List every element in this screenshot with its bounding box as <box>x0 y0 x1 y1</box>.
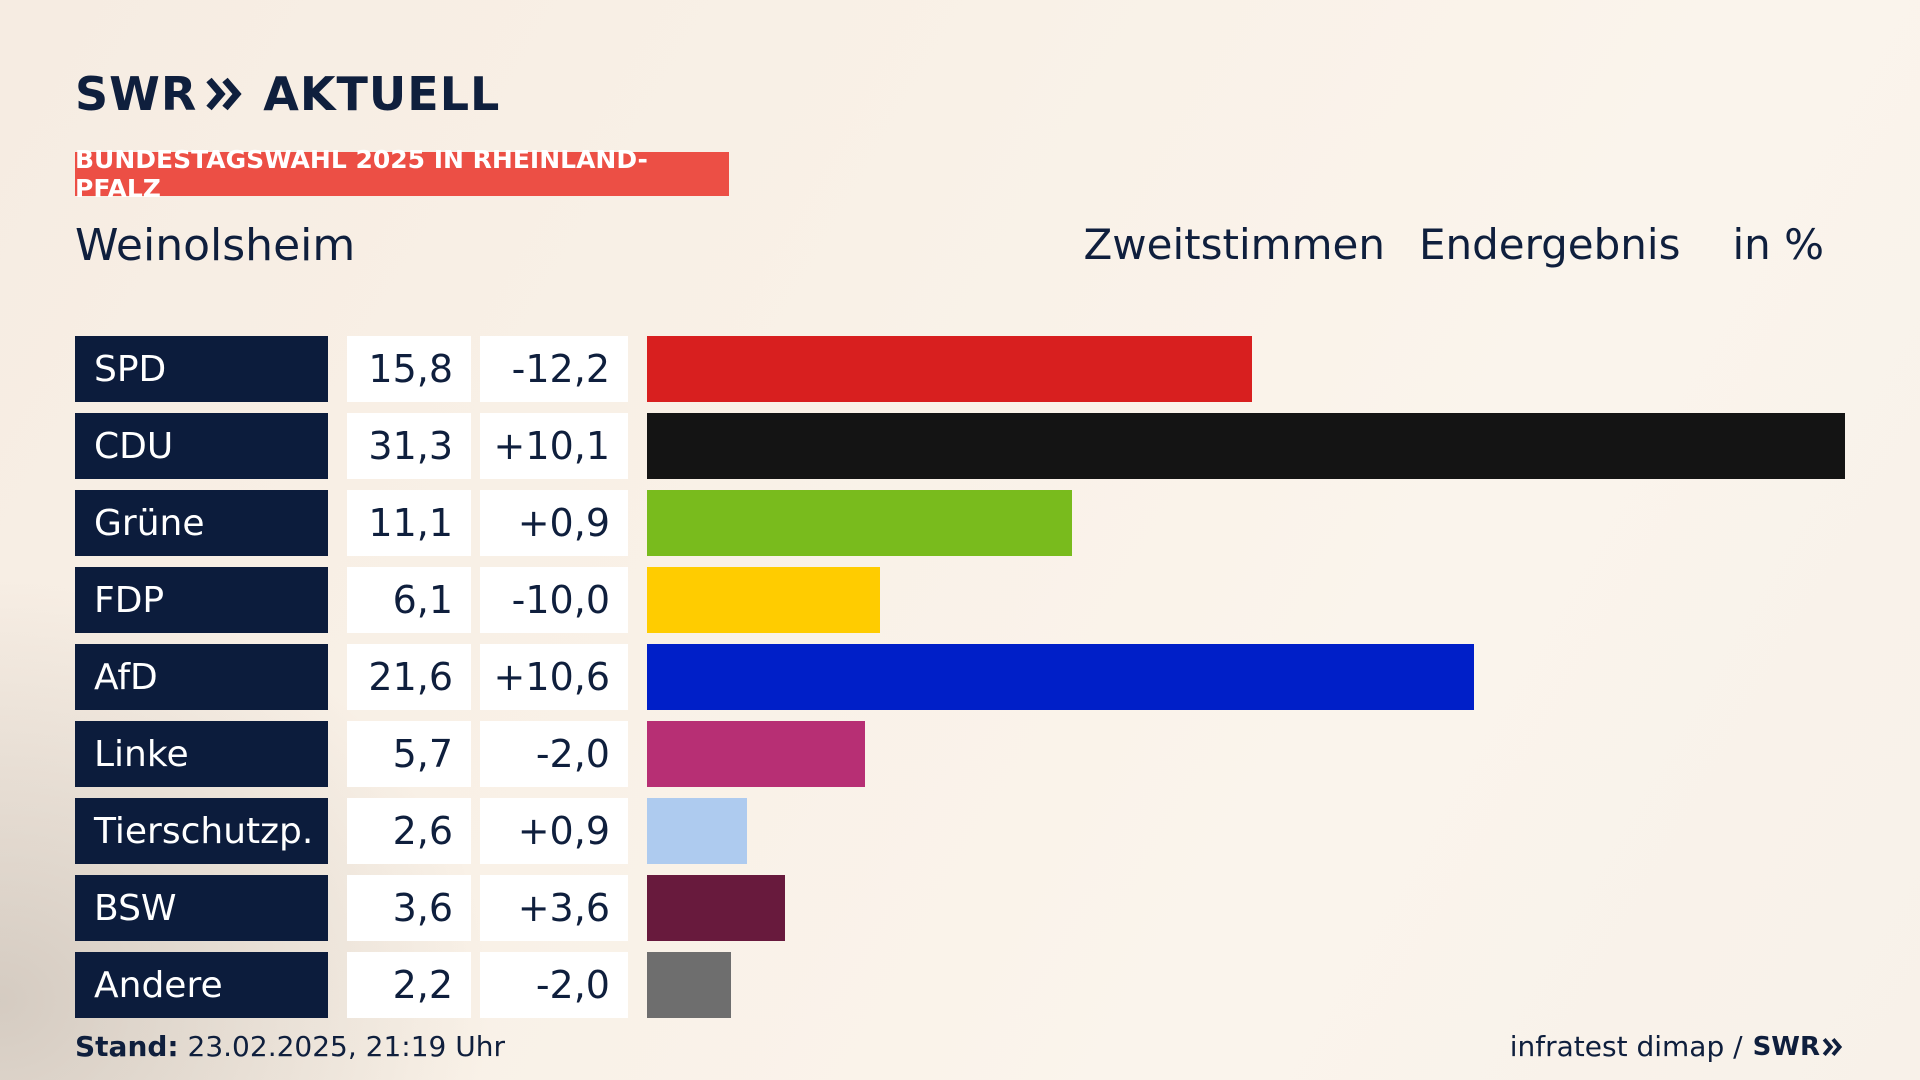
value-label: 11,1 <box>347 490 471 556</box>
party-label: CDU <box>75 413 328 479</box>
diff-label: +10,6 <box>480 644 628 710</box>
diff-label: +0,9 <box>480 490 628 556</box>
result-row: AfD 21,6 +10,6 <box>75 644 1845 710</box>
diff-label: +3,6 <box>480 875 628 941</box>
result-header: Zweitstimmen Endergebnis in % <box>1084 220 1824 269</box>
diff-label: -12,2 <box>480 336 628 402</box>
timestamp: Stand: 23.02.2025, 21:19 Uhr <box>75 1030 505 1063</box>
bar <box>647 952 731 1018</box>
value-label: 21,6 <box>347 644 471 710</box>
vote-type-label: Zweitstimmen <box>1083 220 1385 269</box>
value-label: 5,7 <box>347 721 471 787</box>
double-chevron-small-icon <box>1822 1037 1843 1056</box>
status-label: Endergebnis <box>1418 220 1681 269</box>
bar <box>647 644 1474 710</box>
value-label: 15,8 <box>347 336 471 402</box>
bar <box>647 413 1845 479</box>
party-label: Tierschutzp. <box>75 798 328 864</box>
diff-label: -2,0 <box>480 721 628 787</box>
value-label: 6,1 <box>347 567 471 633</box>
result-row: FDP 6,1 -10,0 <box>75 567 1845 633</box>
swr-small-text: SWR <box>1752 1031 1820 1062</box>
result-row: Grüne 11,1 +0,9 <box>75 490 1845 556</box>
election-tag: BUNDESTAGSWAHL 2025 IN RHEINLAND-PFALZ <box>75 145 729 203</box>
value-label: 2,6 <box>347 798 471 864</box>
party-label: FDP <box>75 567 328 633</box>
value-label: 3,6 <box>347 875 471 941</box>
result-row: Tierschutzp. 2,6 +0,9 <box>75 798 1845 864</box>
diff-label: -10,0 <box>480 567 628 633</box>
party-label: Andere <box>75 952 328 1018</box>
party-label: Linke <box>75 721 328 787</box>
double-chevron-icon <box>205 74 245 114</box>
logo-aktuell-text: AKTUELL <box>263 67 501 121</box>
bar <box>647 490 1072 556</box>
diff-label: +10,1 <box>480 413 628 479</box>
swr-aktuell-logo: SWR AKTUELL <box>75 66 500 122</box>
bar <box>647 567 880 633</box>
diff-label: -2,0 <box>480 952 628 1018</box>
bar <box>647 875 785 941</box>
bar <box>647 336 1252 402</box>
swr-small-logo: SWR <box>1753 1032 1844 1062</box>
party-label: SPD <box>75 336 328 402</box>
logo-swr-text: SWR <box>75 67 198 121</box>
result-row: BSW 3,6 +3,6 <box>75 875 1845 941</box>
party-label: BSW <box>75 875 328 941</box>
party-label: Grüne <box>75 490 328 556</box>
party-label: AfD <box>75 644 328 710</box>
result-row: Andere 2,2 -2,0 <box>75 952 1845 1018</box>
result-row: SPD 15,8 -12,2 <box>75 336 1845 402</box>
bar <box>647 721 865 787</box>
bar <box>647 798 747 864</box>
diff-label: +0,9 <box>480 798 628 864</box>
value-label: 2,2 <box>347 952 471 1018</box>
source-text: infratest dimap / <box>1509 1030 1743 1063</box>
result-row: CDU 31,3 +10,1 <box>75 413 1845 479</box>
result-row: Linke 5,7 -2,0 <box>75 721 1845 787</box>
unit-label: in % <box>1732 220 1824 269</box>
value-label: 31,3 <box>347 413 471 479</box>
location-title: Weinolsheim <box>75 220 356 271</box>
source-credit: infratest dimap / SWR <box>1510 1030 1844 1063</box>
stand-value: 23.02.2025, 21:19 Uhr <box>187 1030 505 1063</box>
stand-label: Stand: <box>75 1030 179 1063</box>
